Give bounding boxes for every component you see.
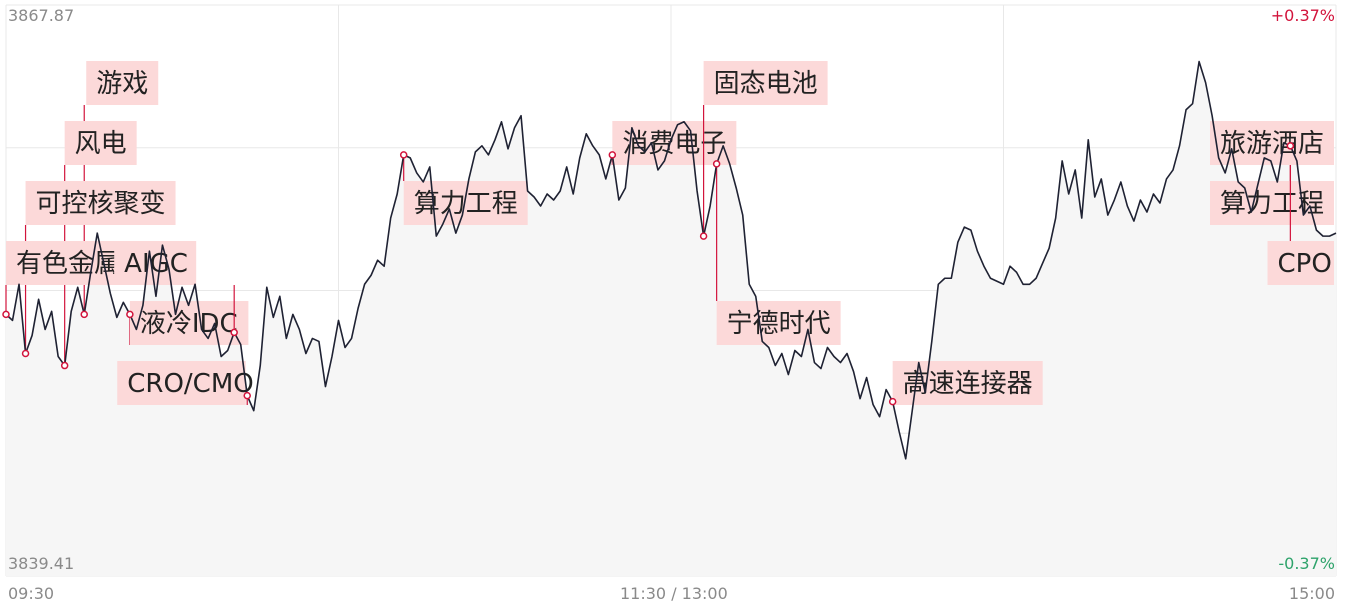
annotation-label: 固态电池	[714, 69, 818, 99]
annotation-label: 游戏	[96, 69, 148, 99]
pct-axis-top-label: +0.37%	[1270, 6, 1335, 25]
x-tick-label-open: 09:30	[8, 584, 55, 603]
x-tick-label-midday: 11:30 / 13:00	[620, 584, 728, 603]
annotation-marker	[80, 310, 88, 319]
annotation-box	[86, 61, 159, 105]
annotation-label: CPO	[1278, 249, 1332, 279]
annotation-box	[114, 241, 197, 285]
annotation-box	[716, 301, 841, 345]
annotation-marker	[230, 328, 238, 337]
annotation-box	[129, 301, 249, 345]
marker-layer	[2, 142, 1295, 406]
annotation-box	[25, 181, 176, 225]
annotation-marker	[712, 160, 721, 168]
annotation-marker	[2, 310, 10, 319]
annotation-marker	[399, 151, 408, 159]
annotation-box	[117, 361, 246, 405]
annotation-box	[64, 121, 137, 165]
annotation-label: 高速连接器	[903, 369, 1033, 399]
y-axis-bottom-label: 3839.41	[8, 554, 75, 573]
annotation-marker	[699, 232, 708, 240]
y-axis-top-label: 3867.87	[8, 6, 75, 25]
annotation-marker	[126, 310, 134, 319]
area-fill	[6, 61, 1336, 576]
annotation-marker	[21, 349, 30, 358]
annotation-box	[1210, 121, 1334, 165]
annotation-label: 液冷IDC	[140, 309, 238, 339]
annotation-label: 旅游酒店	[1220, 129, 1324, 159]
annotation-box	[612, 121, 737, 165]
annotation-box	[403, 181, 528, 225]
price-series-line	[5, 60, 1337, 460]
annotation-label: 宁德时代	[727, 309, 831, 339]
annotation-label: 可控核聚变	[36, 189, 166, 219]
pct-axis-bottom-label: -0.37%	[1278, 554, 1335, 573]
annotation-marker	[1286, 142, 1295, 150]
annotation-box	[1267, 241, 1334, 285]
annotation-label: CRO/CMO	[127, 369, 254, 399]
annotation-marker	[243, 391, 251, 400]
annotation-marker	[60, 361, 69, 370]
annotation-label: 算力工程	[1220, 189, 1324, 219]
annotation-marker	[888, 397, 897, 406]
annotation-label: AIGC	[124, 249, 188, 279]
annotation-marker	[608, 151, 617, 159]
annotation-label: 风电	[75, 129, 127, 159]
x-tick-label-close: 15:00	[1288, 584, 1335, 603]
annotation-box	[703, 61, 828, 105]
